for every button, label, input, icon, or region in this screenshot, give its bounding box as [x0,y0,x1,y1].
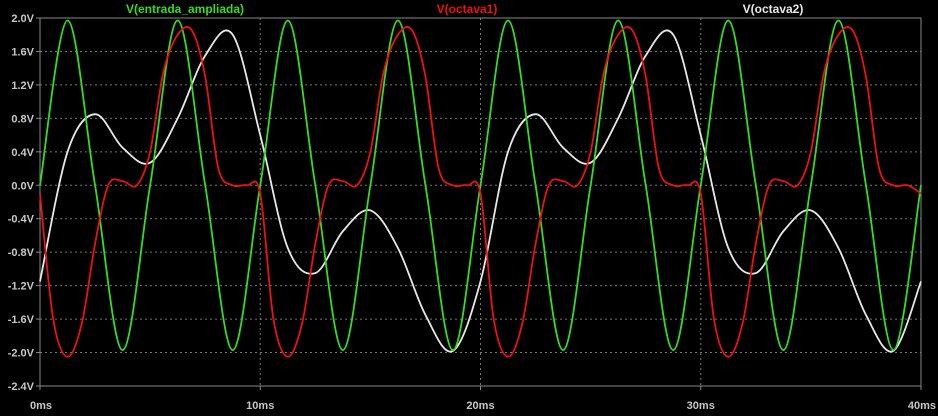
y-tick-label: 0.0V [11,180,34,192]
x-tick-label: 0ms [30,400,52,412]
legend: V(entrada_ampliada) V(octava1) V(octava2) [126,2,803,16]
y-tick-label: -0.8V [8,247,35,259]
y-tick-label: 2.0V [11,13,34,25]
series-line-v-octava2 [39,29,922,353]
series-line-v-octava1 [39,26,922,358]
x-tick-label: 20ms [466,400,494,412]
y-tick-label: 0.8V [11,113,34,125]
legend-entry: V(entrada_ampliada) [126,2,244,16]
y-tick-label: 0.4V [11,147,34,159]
y-axis-tick-labels: 2.0V 1.6V 1.2V 0.8V 0.4V 0.0V -0.4V -0.8V -1.2V -… [8,13,35,393]
y-tick-label: -0.4V [8,214,35,226]
legend-entry: V(octava1) [437,2,498,16]
series-lines [39,19,922,358]
y-tick-label: -1.6V [8,314,35,326]
x-tick-label: 40ms [908,400,936,412]
x-axis-tick-labels: 0ms 10ms 20ms 30ms 40ms [30,400,936,412]
y-tick-label: 1.2V [11,80,34,92]
y-tick-label: -2.0V [8,348,35,360]
series-line-v-entrada-ampliada [39,19,922,351]
x-tick-label: 30ms [687,400,715,412]
y-tick-label: -2.4V [8,381,35,393]
legend-entry: V(octava2) [743,2,804,16]
grid [40,18,921,386]
y-tick-label: -1.2V [8,281,35,293]
y-tick-label: 1.6V [11,46,34,58]
x-tick-label: 10ms [246,400,274,412]
